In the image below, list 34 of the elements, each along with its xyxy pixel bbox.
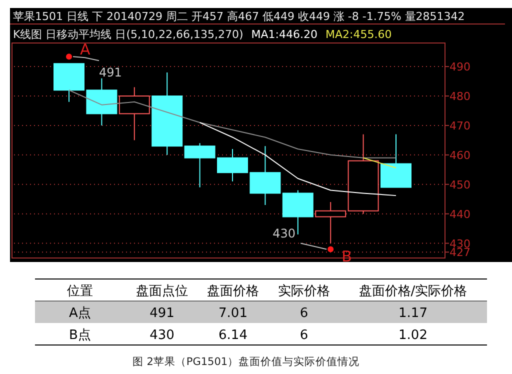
text: 6 <box>300 306 308 321</box>
text: 6 <box>300 328 308 343</box>
candlestick <box>315 202 346 244</box>
text: 图 2苹果（PG1501）盘面价值与实际价值情况 <box>132 355 360 368</box>
y-tick-label: 440 <box>450 208 470 221</box>
candlestick <box>152 72 183 156</box>
text: 430 <box>150 328 174 343</box>
line-series <box>199 122 396 196</box>
chart-title: 苹果1501 日线 下 20140729 周二 开457 高467 低449 收449 涨 -8 -1.75% 量2851342 <box>13 10 465 23</box>
candlestick <box>118 86 150 141</box>
text: 实际价格 <box>278 284 330 299</box>
text: 7.01 <box>218 306 248 321</box>
y-tick-label: 490 <box>450 60 470 74</box>
y-tick-label: 460 <box>450 148 470 162</box>
annotation: 491 <box>99 66 122 80</box>
text: B点 <box>69 328 91 343</box>
text: MA2:455.60 <box>325 28 392 41</box>
text: 6.14 <box>218 328 248 343</box>
text: 位置 <box>67 284 93 299</box>
y-tick-label: 480 <box>450 90 470 104</box>
text: 盘面价格/实际价格 <box>358 284 468 299</box>
annotation: 430 <box>272 226 296 240</box>
text: 盘面价格 <box>207 284 259 299</box>
y-tick-label: 427 <box>450 246 470 260</box>
y-tick-label: 470 <box>450 119 470 132</box>
text: MA1:446.20 <box>251 28 318 41</box>
text: 491 <box>150 306 174 321</box>
chart-subtitle: K线图 日移动平均线 日(5,10,22,66,135,270) <box>13 28 244 41</box>
text: 盘面点位 <box>136 284 188 299</box>
text: 1.02 <box>398 328 428 343</box>
text: A点 <box>69 306 91 321</box>
y-tick-label: 450 <box>450 178 470 192</box>
text: 1.17 <box>398 306 428 321</box>
annotation: A <box>80 40 91 59</box>
